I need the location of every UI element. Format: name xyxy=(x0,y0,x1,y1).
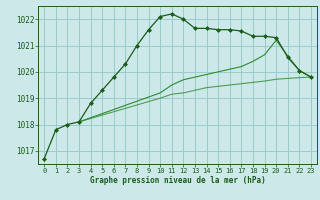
X-axis label: Graphe pression niveau de la mer (hPa): Graphe pression niveau de la mer (hPa) xyxy=(90,176,266,185)
